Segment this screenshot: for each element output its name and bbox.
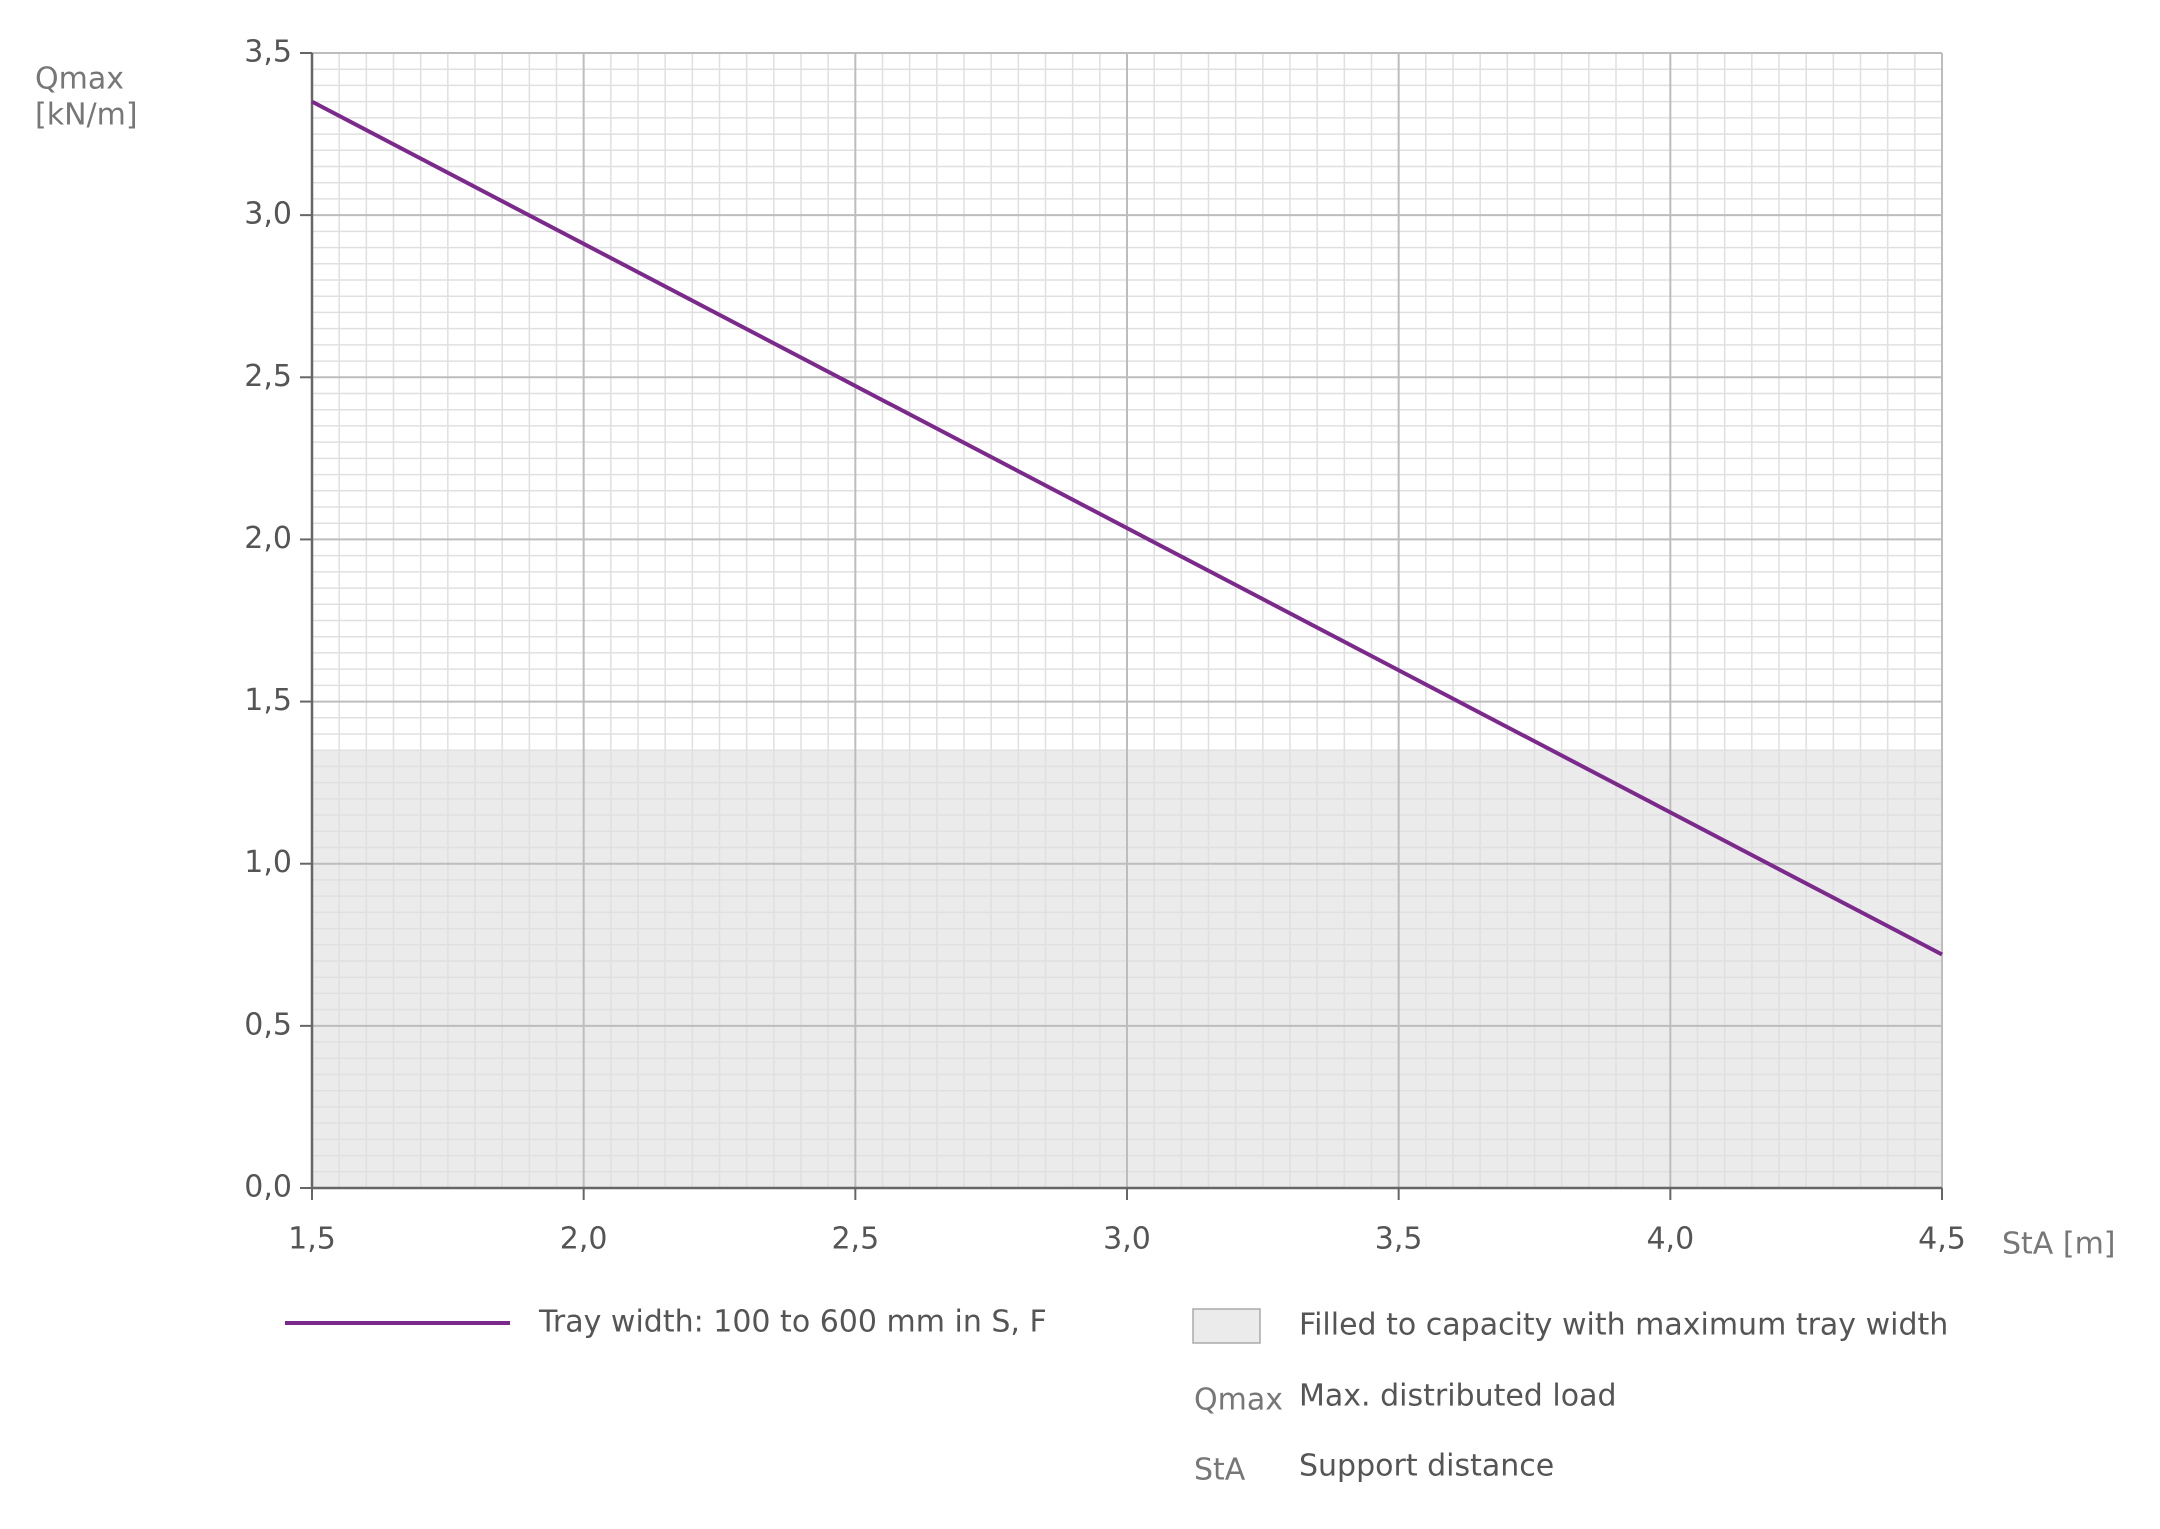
data-line [311, 99, 1943, 957]
y-tick-label: 3,0 [244, 197, 292, 232]
x-tick-label: 3,5 [1375, 1222, 1423, 1257]
y-axis-label: Qmax [35, 62, 124, 97]
y-axis-label: [kN/m] [35, 98, 138, 133]
definition-term: Qmax [1194, 1383, 1283, 1418]
y-tick-label: 1,5 [244, 683, 292, 718]
x-tick-label: 2,5 [831, 1222, 879, 1257]
y-tick-label: 0,0 [244, 1170, 292, 1205]
y-tick-label: 2,0 [244, 521, 292, 556]
x-tick-label: 3,0 [1103, 1222, 1151, 1257]
definition-meaning: Max. distributed load [1299, 1379, 1617, 1414]
y-tick-label: 0,5 [244, 1007, 292, 1042]
definition-term: StA [1194, 1453, 1246, 1488]
y-tick-label: 3,5 [244, 35, 292, 70]
definition-meaning: Support distance [1299, 1449, 1554, 1484]
legend-swatch [1192, 1308, 1261, 1344]
y-tick-label: 2,5 [244, 359, 292, 394]
x-tick-label: 4,5 [1918, 1222, 1966, 1257]
x-tick-label: 1,5 [288, 1222, 336, 1257]
y-tick-label: 1,0 [244, 845, 292, 880]
legend-label: Filled to capacity with maximum tray wid… [1299, 1308, 1948, 1343]
legend-label: Tray width: 100 to 600 mm in S, F [538, 1305, 1047, 1340]
x-tick-label: 2,0 [560, 1222, 608, 1257]
x-tick-label: 4,0 [1646, 1222, 1694, 1257]
x-axis-label: StA [m] [2002, 1227, 2116, 1262]
